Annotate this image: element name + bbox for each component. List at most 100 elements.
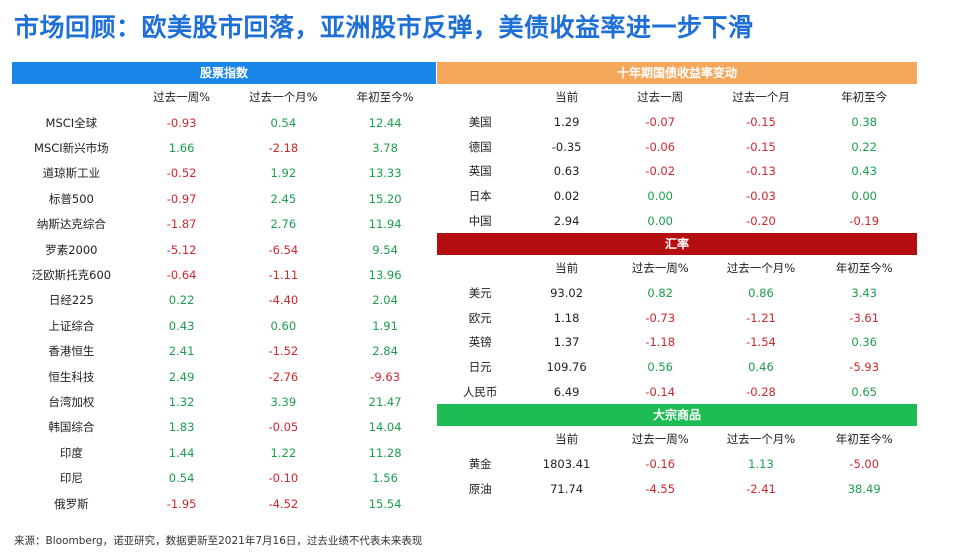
column-header (437, 426, 523, 452)
row-label: 英镑 (468, 335, 492, 350)
value-cell: 0.82 (647, 286, 673, 301)
row-label: 英国 (468, 164, 492, 179)
value-cell: -5.93 (849, 360, 880, 375)
row-label: 日经225 (48, 293, 94, 308)
table-row: 欧元 1.18 -0.73 -1.21 -3.61 (437, 306, 917, 331)
row-label: 俄罗斯 (54, 496, 89, 511)
row-label: 人民币 (462, 384, 498, 399)
value-cell: 0.56 (647, 360, 673, 375)
fx-section: 汇率 当前 过去一周% 过去一个月% 年初至今% 美元 93.02 0.82 0.86… (437, 232, 917, 404)
value-cell: 2.49 (168, 369, 195, 384)
value-cell: -0.52 (166, 166, 197, 181)
value-cell: -0.07 (645, 115, 676, 130)
value-cell: -6.54 (268, 242, 299, 257)
column-header: 过去一周 (637, 90, 684, 104)
treasury-section: 十年期国债收益率变动 当前 过去一周 过去一个月 年初至今 美国 1.29 -0.0… (437, 62, 917, 233)
value-cell: 0.63 (553, 164, 580, 179)
value-cell: 1.56 (372, 471, 398, 486)
column-header: 年初至今% (835, 431, 893, 446)
column-header (12, 84, 131, 110)
value-cell: -0.05 (268, 420, 299, 435)
value-cell: -0.10 (268, 471, 299, 486)
table-row: 中国 2.94 0.00 -0.20 -0.19 (437, 208, 917, 233)
stock-indices-banner: 股票指数 (12, 62, 436, 84)
value-cell: -0.28 (746, 384, 776, 399)
column-header: 当前 (555, 260, 579, 275)
value-cell: 0.22 (851, 139, 877, 154)
value-cell: -1.54 (746, 335, 776, 350)
value-cell: -0.16 (645, 457, 676, 472)
table-row: 俄罗斯 -1.95 -4.52 15.54 (12, 491, 436, 516)
value-cell: 12.44 (368, 115, 402, 130)
value-cell: -1.52 (268, 344, 299, 359)
table-row: 泛欧斯托克600 -0.64 -1.11 13.96 (12, 262, 436, 287)
value-cell: 1.92 (270, 166, 297, 181)
right-panel: 十年期国债收益率变动 当前 过去一周 过去一个月 年初至今 美国 1.29 -0.0… (437, 62, 917, 501)
table-row: 英国 0.63 -0.02 -0.13 0.43 (437, 159, 917, 184)
value-cell: -0.97 (166, 191, 197, 206)
value-cell: -5.12 (166, 242, 197, 257)
row-label: 美国 (468, 115, 492, 130)
value-cell: 1.66 (168, 141, 195, 156)
commodities-table: 当前 过去一周% 过去一个月% 年初至今% 黄金 1803.41 -0.16 1.13… (437, 426, 917, 501)
value-cell: -0.35 (551, 139, 582, 154)
page-title: 市场回顾：欧美股市回落，亚洲股市反弹，美债收益率进一步下滑 (14, 13, 754, 42)
value-cell: -1.95 (166, 496, 197, 511)
row-label: 罗素2000 (45, 242, 98, 257)
value-cell: 0.54 (168, 471, 195, 486)
table-row: 美国 1.29 -0.07 -0.15 0.38 (437, 110, 917, 135)
column-header: 过去一周% (631, 260, 689, 275)
fx-header-row: 当前 过去一周% 过去一个月% 年初至今% (437, 255, 917, 281)
row-label: 标普500 (48, 191, 94, 206)
stock-indices-panel: 股票指数 过去一周% 过去一个月% 年初至今% MSCI全球 -0.93 0.54 1… (12, 62, 436, 516)
value-cell: 0.43 (168, 318, 195, 333)
value-cell: 0.36 (851, 335, 877, 350)
value-cell: 0.22 (168, 293, 195, 308)
treasury-table: 当前 过去一周 过去一个月 年初至今 美国 1.29 -0.07 -0.15 0.38 德… (437, 84, 917, 233)
value-cell: 3.39 (270, 394, 297, 409)
value-cell: 1.83 (168, 420, 195, 435)
value-cell: 71.74 (550, 481, 584, 496)
column-header (437, 84, 523, 110)
value-cell: 3.78 (372, 141, 398, 156)
column-header: 过去一个月% (249, 90, 318, 104)
value-cell: 0.46 (748, 360, 774, 375)
table-row: 印度 1.44 1.22 11.28 (12, 440, 436, 465)
row-label: MSCI新兴市场 (34, 141, 109, 156)
stock-indices-table: 过去一周% 过去一个月% 年初至今% MSCI全球 -0.93 0.54 12.44 M… (12, 84, 436, 516)
table-row: 原油 71.74 -4.55 -2.41 38.49 (437, 477, 917, 502)
value-cell: 1.44 (168, 445, 195, 460)
column-header: 过去一个月% (726, 431, 796, 446)
value-cell: 38.49 (847, 481, 881, 496)
table-row: 道琼斯工业 -0.52 1.92 13.33 (12, 161, 436, 186)
value-cell: -0.15 (746, 139, 776, 154)
table-row: 日元 109.76 0.56 0.46 -5.93 (437, 355, 917, 380)
row-label: 原油 (468, 481, 492, 496)
value-cell: 0.00 (647, 213, 673, 228)
value-cell: 0.43 (851, 164, 877, 179)
table-row: 罗素2000 -5.12 -6.54 9.54 (12, 237, 436, 262)
table-row: 纳斯达克综合 -1.87 2.76 11.94 (12, 212, 436, 237)
row-label: 印尼 (59, 471, 83, 486)
table-row: 恒生科技 2.49 -2.76 -9.63 (12, 364, 436, 389)
column-header: 过去一周% (631, 431, 689, 446)
value-cell: 0.00 (851, 189, 877, 204)
value-cell: -4.55 (645, 481, 676, 496)
value-cell: 93.02 (550, 286, 584, 301)
table-row: 日经225 0.22 -4.40 2.04 (12, 288, 436, 313)
value-cell: 0.38 (851, 115, 877, 130)
value-cell: -2.76 (268, 369, 299, 384)
row-label: 台湾加权 (48, 394, 95, 409)
value-cell: -0.02 (645, 164, 676, 179)
row-label: 中国 (468, 213, 492, 228)
value-cell: 1.13 (748, 457, 774, 472)
value-cell: -4.52 (268, 496, 299, 511)
value-cell: 1.91 (372, 318, 398, 333)
value-cell: 2.76 (270, 217, 297, 232)
value-cell: -0.19 (849, 213, 880, 228)
row-label: 韩国综合 (48, 420, 95, 435)
stock-indices-header-row: 过去一周% 过去一个月% 年初至今% (12, 84, 436, 110)
column-header: 年初至今 (841, 90, 888, 104)
column-header: 当前 (555, 431, 579, 446)
column-header: 年初至今% (356, 90, 414, 104)
